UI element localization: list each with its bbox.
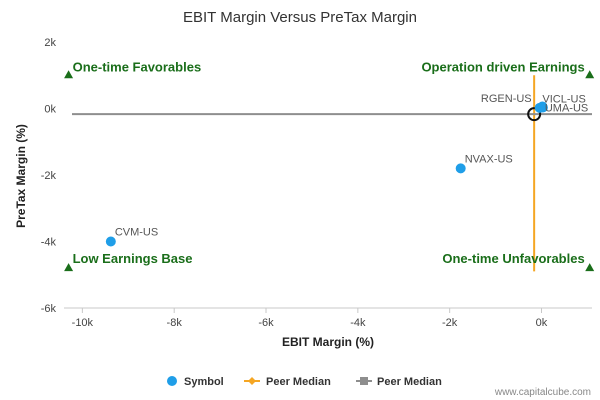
legend-label-peer-median-1[interactable]: Peer Median bbox=[266, 376, 331, 388]
x-tick-label: -8k bbox=[167, 317, 183, 329]
point-nvax-us[interactable] bbox=[455, 163, 466, 174]
y-tick-label: -6k bbox=[41, 303, 57, 315]
quadrant-marker-bottom-right bbox=[585, 263, 595, 272]
x-tick-label: 0k bbox=[536, 317, 548, 329]
point-label-uma-us: UMA-US bbox=[545, 103, 588, 115]
point-label-vicl-us: VICL-US bbox=[542, 94, 585, 106]
x-axis-title: EBIT Margin (%) bbox=[282, 335, 374, 349]
quadrant-marker-top-left bbox=[64, 70, 74, 79]
quadrant-marker-bottom-left bbox=[64, 263, 74, 272]
y-tick-label: -2k bbox=[41, 170, 57, 182]
x-tick-label: -6k bbox=[258, 317, 274, 329]
x-tick-label: -10k bbox=[72, 317, 94, 329]
legend[interactable]: Symbol Peer Median Peer Median bbox=[167, 376, 442, 388]
y-axis-ticks: 2k 0k -2k -4k -6k bbox=[41, 37, 57, 315]
quadrant-label-top-left: One-time Favorables bbox=[73, 59, 202, 74]
legend-label-peer-median-2[interactable]: Peer Median bbox=[377, 376, 442, 388]
quadrant-label-bottom-left: Low Earnings Base bbox=[73, 251, 193, 266]
y-tick-label: 2k bbox=[44, 37, 56, 49]
point-cvm-us[interactable] bbox=[105, 236, 116, 247]
source-credit: www.capitalcube.com bbox=[494, 387, 591, 398]
point-label-cvm-us: CVM-US bbox=[115, 227, 158, 239]
quadrant-labels: One-time Favorables Operation driven Earn… bbox=[64, 59, 595, 272]
legend-label-symbol[interactable]: Symbol bbox=[184, 376, 224, 388]
x-axis-ticks: -10k -8k -6k -4k -2k 0k bbox=[72, 308, 548, 329]
quadrant-label-bottom-right: One-time Unfavorables bbox=[442, 251, 584, 266]
legend-peer-median-gray-marker bbox=[360, 377, 368, 385]
point-label-rgen-us: RGEN-US bbox=[481, 93, 532, 105]
point-label-nvax-us: NVAX-US bbox=[465, 153, 513, 165]
y-tick-label: 0k bbox=[44, 104, 56, 116]
point-uma-us[interactable] bbox=[537, 102, 548, 113]
quadrant-label-top-right: Operation driven Earnings bbox=[421, 59, 584, 74]
x-tick-label: -2k bbox=[442, 317, 458, 329]
y-axis-title: PreTax Margin (%) bbox=[14, 124, 28, 228]
legend-symbol-marker bbox=[167, 376, 177, 386]
x-tick-label: -4k bbox=[350, 317, 366, 329]
peer-median-intersection-marker bbox=[527, 107, 542, 122]
quadrant-marker-top-right bbox=[585, 70, 595, 79]
legend-peer-median-orange-marker bbox=[248, 377, 256, 385]
y-tick-label: -4k bbox=[41, 237, 57, 249]
chart-title: EBIT Margin Versus PreTax Margin bbox=[183, 9, 417, 26]
